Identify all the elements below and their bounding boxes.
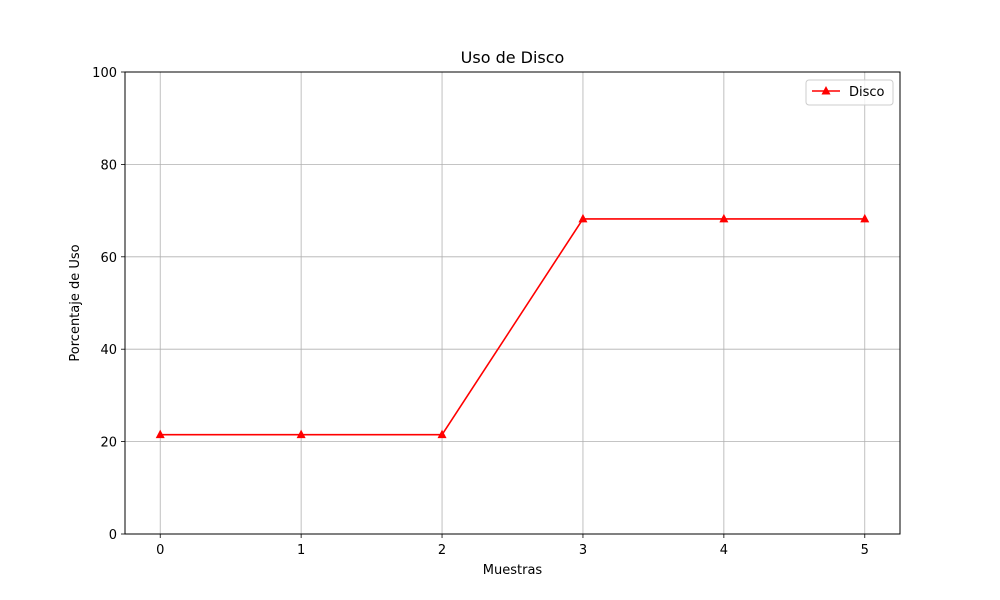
x-tick-label: 4 — [720, 543, 728, 558]
x-tick-label: 0 — [156, 543, 164, 558]
y-tick-label: 60 — [100, 251, 117, 266]
data-point-marker — [155, 429, 165, 439]
ticks: 0 1 2 3 4 5 0 20 40 60 80 100 — [92, 66, 869, 558]
y-axis-label: Porcentaje de Uso — [68, 244, 83, 361]
x-tick-label: 5 — [861, 543, 869, 558]
data-point-marker — [860, 213, 870, 223]
series-layer — [155, 213, 870, 439]
plot-frame — [124, 71, 901, 535]
legend-box — [805, 79, 894, 106]
legend-label: Disco — [849, 85, 885, 100]
data-point-marker — [719, 213, 729, 223]
legend-marker-icon — [821, 86, 831, 95]
data-point-marker — [437, 429, 447, 439]
x-tick-label: 1 — [297, 543, 305, 558]
y-tick-label: 100 — [92, 66, 117, 81]
data-point-marker — [296, 429, 306, 439]
y-tick-label: 80 — [100, 158, 117, 173]
x-axis-label: Muestras — [483, 563, 543, 578]
legend: Disco — [805, 79, 894, 106]
y-tick-label: 40 — [100, 343, 117, 358]
y-tick-label: 20 — [100, 436, 117, 451]
x-tick-label: 3 — [579, 543, 587, 558]
y-tick-label: 0 — [109, 528, 117, 543]
chart-title: Uso de Disco — [461, 48, 565, 67]
series-line-disco — [160, 218, 865, 436]
x-tick-label: 2 — [438, 543, 446, 558]
data-point-marker — [578, 213, 588, 223]
